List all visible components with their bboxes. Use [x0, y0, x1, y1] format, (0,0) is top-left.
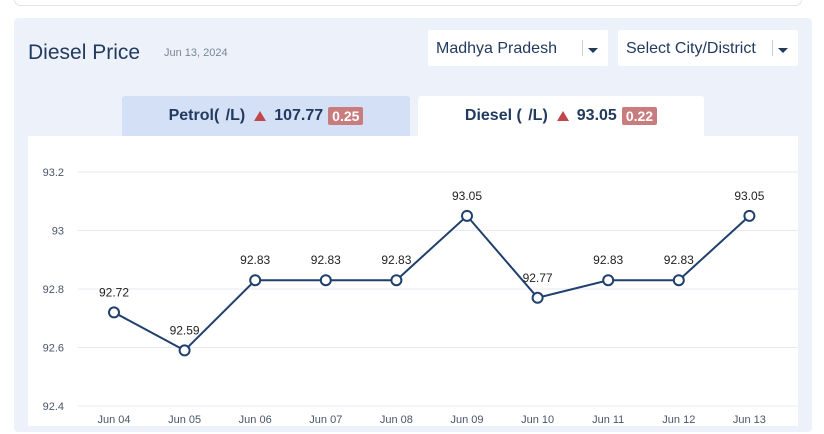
data-point: [390, 274, 403, 287]
tab-petrol-label: Petrol( /L): [168, 107, 246, 124]
tab-diesel-label: Diesel ( /L): [464, 107, 548, 124]
data-label: 92.83: [311, 253, 341, 267]
up-arrow-icon: [254, 111, 267, 121]
up-arrow-icon: [556, 111, 569, 121]
select-separator: [582, 40, 583, 56]
tab-diesel[interactable]: Diesel ( /L) 93.05 0.22: [418, 96, 704, 136]
data-point: [602, 274, 615, 287]
y-tick-label: 93: [52, 226, 64, 238]
tab-petrol-price: 107.77: [274, 107, 324, 124]
x-tick-label: Jun 09: [450, 414, 483, 426]
x-tick-label: Jun 06: [239, 414, 272, 426]
data-label: 92.83: [240, 253, 270, 267]
x-tick-label: Jun 13: [733, 414, 766, 426]
data-label: 93.05: [452, 189, 482, 203]
price-line-chart: 93.2 93 92.8 92.6 92.4 Jun 04 Jun 05 Jun 06 Jun …: [43, 167, 798, 426]
x-tick-label: Jun 10: [521, 414, 554, 426]
price-date: Jun 13, 2024: [164, 47, 228, 59]
y-tick-label: 92.6: [43, 343, 64, 355]
city-select[interactable]: Select City/District: [618, 30, 798, 66]
page-title: Diesel Price: [28, 41, 141, 64]
data-point: [108, 306, 120, 319]
data-point: [461, 209, 473, 222]
tab-petrol-change-badge: 0.25: [328, 107, 364, 125]
y-tick-label: 92.4: [43, 401, 64, 413]
data-point: [249, 274, 262, 287]
data-point: [531, 291, 544, 304]
price-card: Diesel Price Jun 13, 2024 Madhya Pradesh…: [14, 18, 812, 432]
tab-petrol[interactable]: Petrol( /L) 107.77 0.25: [122, 96, 410, 136]
data-label: 92.83: [664, 253, 694, 267]
x-tick-label: Jun 12: [662, 414, 695, 426]
data-label: 92.83: [593, 253, 623, 267]
data-label: 92.72: [99, 285, 129, 299]
y-tick-label: 92.8: [43, 284, 64, 296]
city-select-value: Select City/District: [626, 40, 756, 57]
data-label: 92.59: [170, 323, 200, 337]
data-point: [743, 209, 756, 222]
data-point: [178, 344, 191, 357]
state-select[interactable]: Madhya Pradesh: [428, 30, 608, 66]
top-strip: [14, 0, 802, 6]
tab-diesel-price: 93.05: [576, 107, 617, 124]
chart-panel: 93.2 93 92.8 92.6 92.4 Jun 04 Jun 05 Jun 06 Jun …: [28, 136, 798, 426]
chevron-down-icon: [588, 48, 598, 53]
x-tick-label: Jun 07: [309, 414, 342, 426]
data-point: [319, 274, 332, 287]
data-label: 92.83: [381, 253, 411, 267]
select-separator: [772, 40, 773, 56]
data-label: 93.05: [734, 189, 764, 203]
x-tick-label: Jun 04: [97, 414, 130, 426]
state-select-value: Madhya Pradesh: [436, 40, 557, 57]
x-tick-label: Jun 05: [168, 414, 201, 426]
x-tick-label: Jun 08: [380, 414, 413, 426]
y-tick-label: 93.2: [43, 167, 64, 179]
data-label: 92.77: [523, 271, 553, 285]
chevron-down-icon: [778, 48, 788, 53]
tab-diesel-change-badge: 0.22: [621, 107, 658, 125]
x-tick-label: Jun 11: [592, 414, 624, 426]
series-line: [113, 214, 751, 352]
data-point: [672, 274, 685, 287]
